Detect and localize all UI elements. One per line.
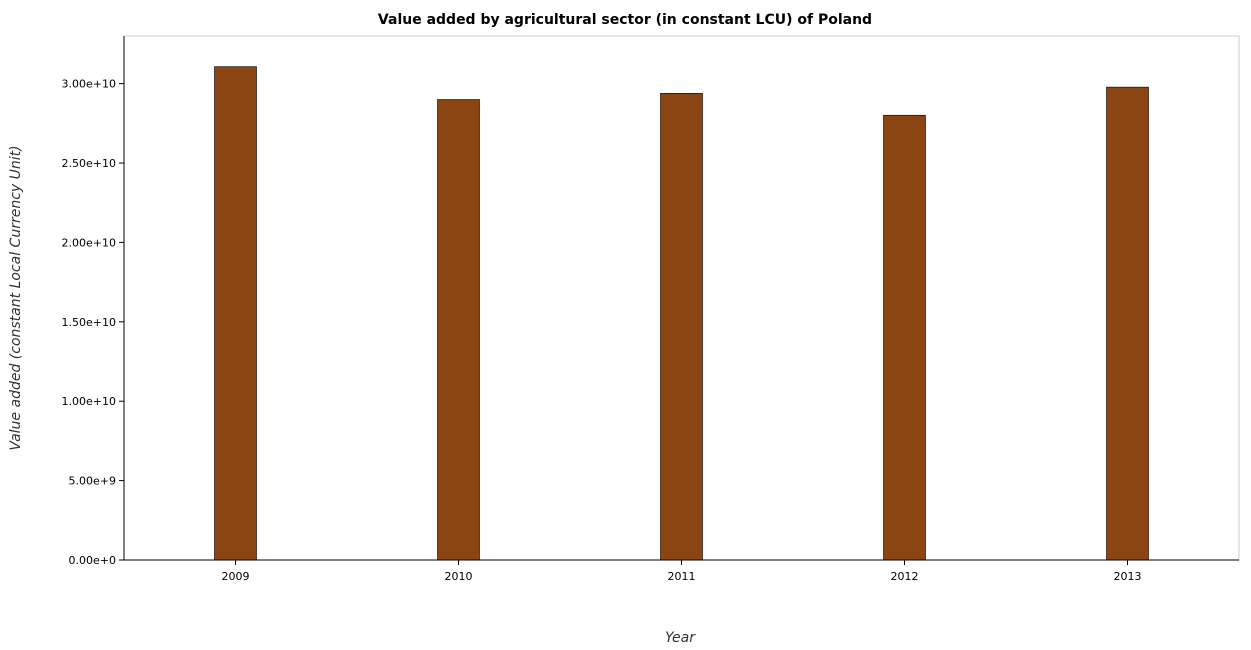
bar-2011 bbox=[660, 93, 703, 561]
chart-title: Value added by agricultural sector (in c… bbox=[378, 12, 872, 28]
x-tick-label-2012: 2012 bbox=[891, 570, 919, 583]
y-axis-ticks: 0.00e+0 5.00e+9 1.00e+10 1.50e+10 2.00e+10 2.… bbox=[62, 78, 124, 567]
y-tick-label: 5.00e+9 bbox=[69, 475, 116, 488]
y-axis-label: Value added (constant Local Currency Uni… bbox=[8, 145, 24, 450]
bars-group bbox=[214, 66, 1149, 561]
bar-2012 bbox=[883, 114, 926, 561]
y-tick-label: 1.50e+10 bbox=[62, 316, 116, 329]
bar-2013 bbox=[1106, 86, 1149, 561]
y-tick-label: 3.00e+10 bbox=[62, 78, 116, 91]
bar-2009 bbox=[214, 66, 257, 561]
x-axis-label: Year bbox=[665, 630, 696, 646]
x-axis-ticks: 2009 2010 2011 2012 2013 bbox=[222, 560, 1142, 583]
x-tick-label-2009: 2009 bbox=[222, 570, 250, 583]
x-tick-label-2011: 2011 bbox=[668, 570, 696, 583]
x-tick-label-2013: 2013 bbox=[1114, 570, 1142, 583]
y-tick-label: 0.00e+0 bbox=[69, 554, 116, 567]
y-tick-label: 2.00e+10 bbox=[62, 236, 116, 249]
bar-2010 bbox=[437, 99, 480, 561]
y-tick-label: 2.50e+10 bbox=[62, 157, 116, 170]
x-tick-label-2010: 2010 bbox=[445, 570, 473, 583]
y-tick-label: 1.00e+10 bbox=[62, 395, 116, 408]
